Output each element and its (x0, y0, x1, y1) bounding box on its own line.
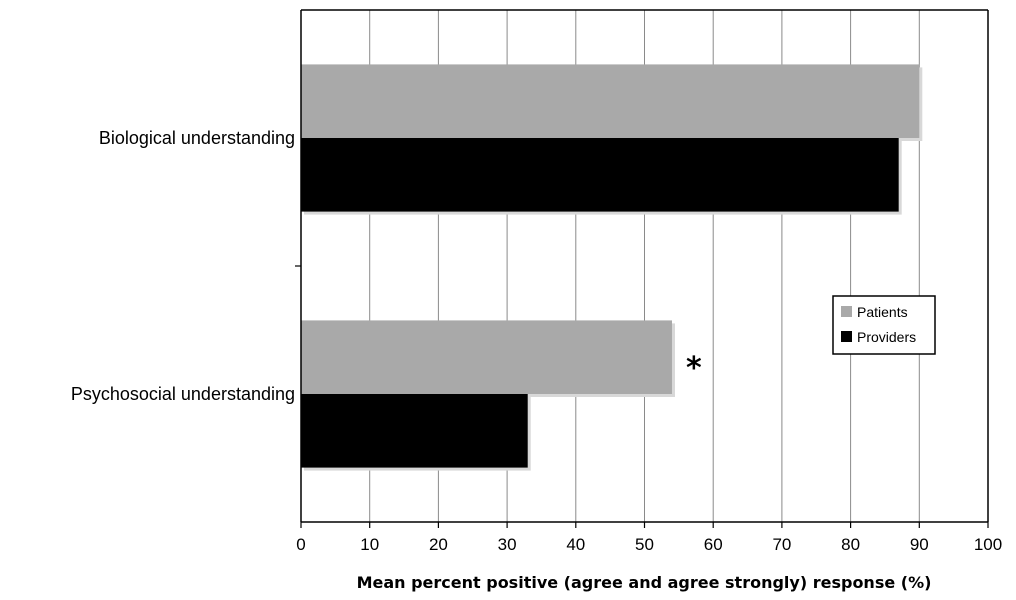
x-tick-label-90: 90 (910, 535, 929, 554)
legend-box (832, 295, 936, 355)
x-tick-label-60: 60 (704, 535, 723, 554)
bar-biological-understanding-providers (301, 138, 899, 212)
legend-swatch-patients (841, 306, 852, 317)
x-tick-label-30: 30 (498, 535, 517, 554)
x-tick-label-100: 100 (974, 535, 1002, 554)
significance-asterisk: * (686, 351, 702, 386)
category-labels: Biological understanding Psychosocial und… (71, 128, 295, 404)
legend: Patients Providers (832, 295, 936, 355)
legend-swatch-providers (841, 331, 852, 342)
x-tick-label-0: 0 (296, 535, 305, 554)
x-tick-label-40: 40 (566, 535, 585, 554)
category-label-biological-understanding: Biological understanding (99, 128, 295, 148)
category-label-psychosocial-understanding: Psychosocial understanding (71, 384, 295, 404)
legend-label-patients: Patients (857, 304, 908, 320)
x-tick-label-80: 80 (841, 535, 860, 554)
bar-biological-understanding-patients (301, 64, 920, 138)
bars (301, 64, 923, 471)
x-axis-label: Mean percent positive (agree and agree s… (357, 573, 932, 592)
legend-label-providers: Providers (857, 329, 916, 345)
x-tick-label-70: 70 (772, 535, 791, 554)
bar-psychosocial-understanding-patients (301, 320, 672, 394)
x-tick-label-50: 50 (635, 535, 654, 554)
x-tick-label-10: 10 (360, 535, 379, 554)
bar-psychosocial-understanding-providers (301, 394, 528, 468)
x-ticks: 0 10 20 30 40 50 60 70 80 90 100 (295, 265, 1002, 554)
x-tick-label-20: 20 (429, 535, 448, 554)
